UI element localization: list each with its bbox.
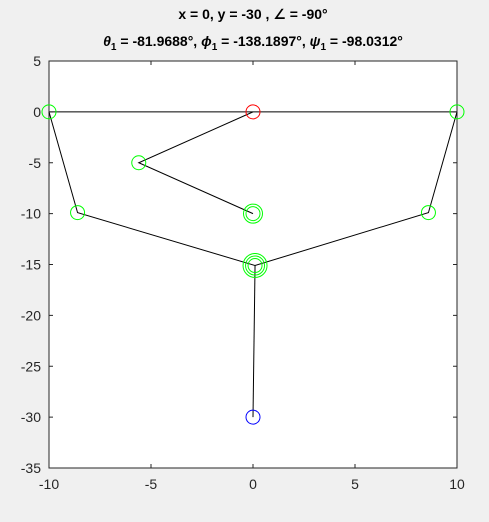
end-effector-marker-0: [245, 409, 261, 425]
y-tick-label: 5: [33, 53, 41, 69]
y-tick-label: -15: [21, 257, 41, 273]
joint-marker-4: [420, 205, 436, 221]
joint-triple-marker-0: [242, 253, 268, 279]
joint-triple-ring-2: [242, 253, 268, 279]
psi-value: = -98.0312°: [326, 33, 403, 49]
joint-double-ring-0: [245, 206, 261, 222]
title-line-1: x = 0, y = -30 , ∠ = -90°: [178, 6, 327, 22]
x-tick-label: -10: [39, 476, 59, 492]
x-tick-label: 0: [249, 476, 257, 492]
joint-marker-3: [70, 205, 86, 221]
x-tick-label: 10: [449, 476, 465, 492]
y-tick-label: 0: [33, 104, 41, 120]
links-layer: [48, 111, 458, 418]
joint-ring-0: [449, 104, 465, 120]
title-line-2: θ1 = -81.9688°, ϕ1 = -138.1897°, ψ1 = -9…: [103, 33, 403, 53]
y-tick-label: -25: [21, 358, 41, 374]
joint-marker-1: [449, 104, 465, 120]
markers-layer: [41, 104, 465, 425]
plot-area: -10 -5 0 5 10 5 0 -5 -10 -15 -20 -25 -30 -35: [21, 53, 465, 492]
joint-double-marker-0: [243, 203, 263, 224]
joint-ring-0: [70, 205, 86, 221]
psi-symbol: ψ: [310, 33, 321, 49]
end-effector-ring-0: [245, 409, 261, 425]
y-tick-label: -35: [21, 460, 41, 476]
origin-marker-0: [245, 104, 261, 120]
x-tick-label: -5: [145, 476, 158, 492]
y-tick-label: -30: [21, 409, 41, 425]
theta-symbol: θ: [103, 33, 111, 49]
x-tick-label: 5: [351, 476, 359, 492]
joint-marker-2: [131, 155, 147, 171]
y-tick-label: -20: [21, 307, 41, 323]
y-tick-label: -5: [29, 155, 42, 171]
joint-triple-ring-1: [245, 255, 266, 276]
joint-double-ring-1: [243, 203, 263, 224]
psi-subscript: 1: [320, 42, 326, 53]
phi-subscript: 1: [212, 42, 218, 53]
joint-ring-0: [131, 155, 147, 171]
phi-symbol: ϕ: [201, 33, 212, 49]
origin-ring-0: [245, 104, 261, 120]
theta-value: = -81.9688°,: [116, 33, 201, 49]
ticks-layer: -10 -5 0 5 10 5 0 -5 -10 -15 -20 -25 -30 -35: [21, 53, 465, 492]
link-3: [252, 265, 256, 418]
joint-marker-0: [41, 104, 57, 120]
joint-ring-0: [420, 205, 436, 221]
phi-value: = -138.1897°,: [217, 33, 309, 49]
joint-ring-0: [41, 104, 57, 120]
y-tick-label: -10: [21, 206, 41, 222]
link-2: [137, 111, 254, 215]
theta-subscript: 1: [111, 42, 117, 53]
joint-triple-ring-0: [247, 258, 263, 274]
